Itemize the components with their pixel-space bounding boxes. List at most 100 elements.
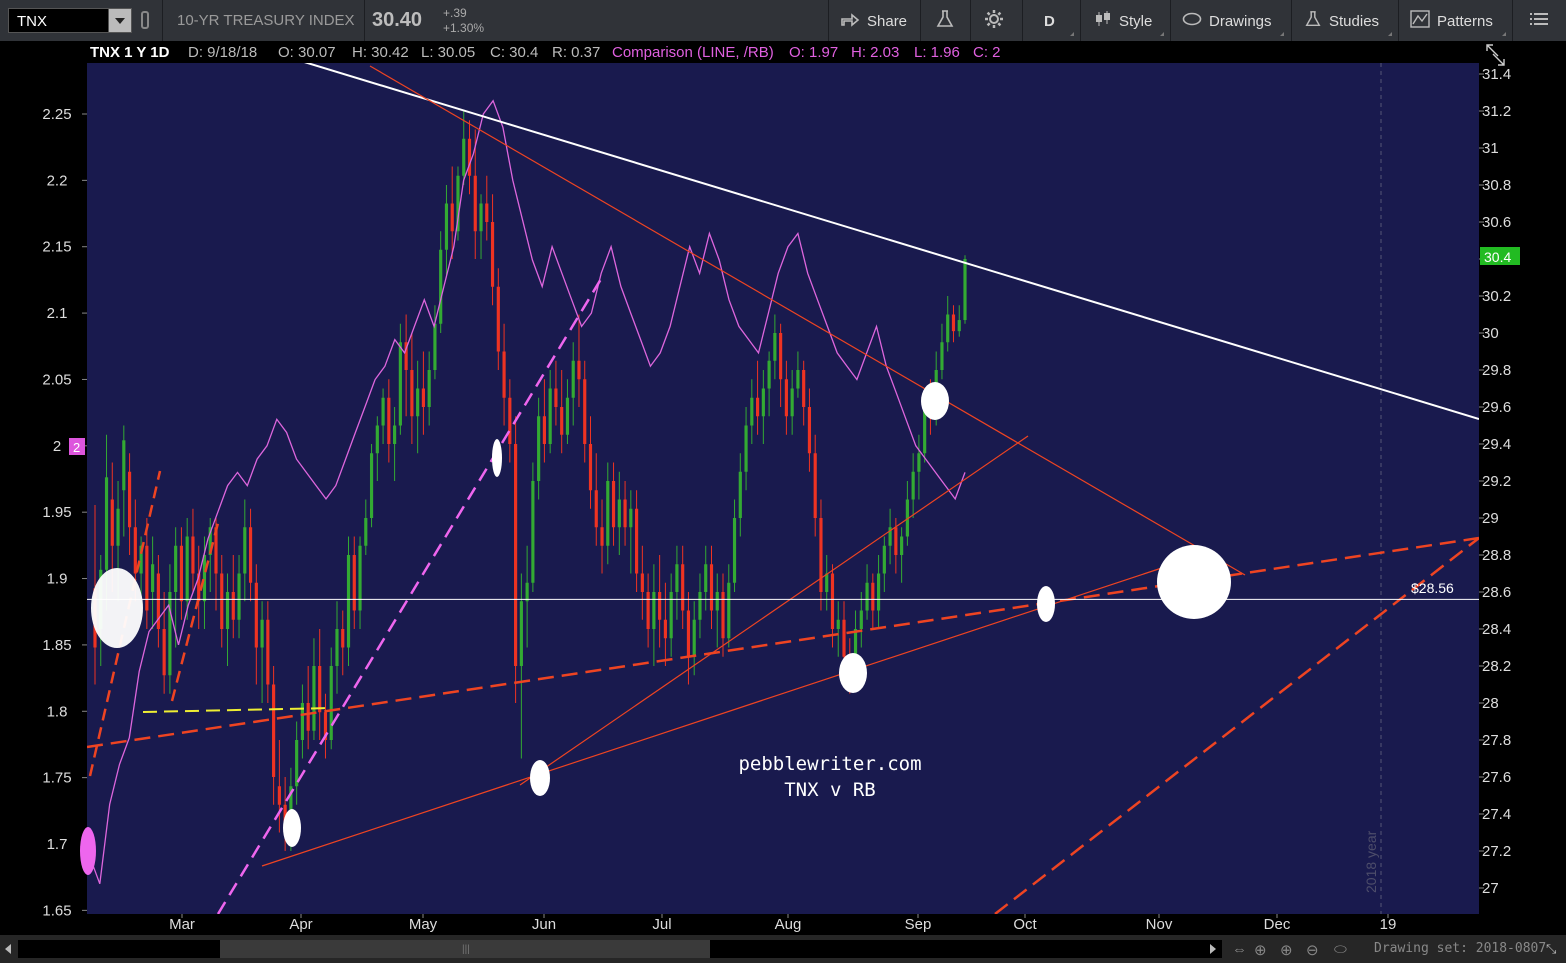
candle-body bbox=[145, 545, 149, 611]
candle-body bbox=[917, 453, 921, 472]
header-close: C: 30.4 bbox=[490, 44, 538, 61]
dashed-short-line[interactable] bbox=[170, 522, 220, 702]
scroll-left-icon[interactable] bbox=[5, 944, 11, 954]
candle-body bbox=[387, 397, 391, 444]
candle-body bbox=[704, 564, 708, 592]
patterns-icon bbox=[1410, 9, 1430, 33]
divider bbox=[970, 0, 971, 41]
candle-body bbox=[421, 388, 425, 407]
candle-body bbox=[231, 592, 235, 620]
studies-button[interactable]: Studies bbox=[1304, 10, 1379, 32]
candle-body bbox=[346, 555, 351, 648]
candle-body bbox=[957, 320, 961, 332]
highlight-ellipse[interactable] bbox=[921, 382, 949, 420]
left-axis-tick-label: 2.15 bbox=[42, 239, 71, 256]
highlight-ellipse[interactable] bbox=[1037, 586, 1055, 622]
link-icon[interactable] bbox=[141, 11, 149, 29]
pan-icon[interactable]: ⇔ bbox=[1232, 941, 1247, 958]
candle-body bbox=[289, 786, 293, 824]
settings-button[interactable] bbox=[984, 9, 1004, 32]
share-button[interactable]: Share bbox=[840, 10, 907, 32]
left-axis-tick-label: 2.2 bbox=[47, 172, 68, 189]
candle-body bbox=[755, 397, 760, 417]
dashed-rising-line[interactable] bbox=[994, 537, 1479, 914]
dashed-channel-line[interactable] bbox=[87, 536, 1479, 749]
divider bbox=[1022, 0, 1023, 41]
candle-body bbox=[646, 592, 650, 629]
highlight-ellipse[interactable] bbox=[839, 653, 867, 693]
lab-button[interactable] bbox=[935, 9, 955, 32]
patterns-button[interactable]: Patterns bbox=[1410, 9, 1493, 33]
flask-icon bbox=[1304, 10, 1322, 33]
chevron-down-icon[interactable] bbox=[108, 9, 131, 32]
collapse-icon[interactable] bbox=[1486, 44, 1505, 66]
crosshair-icon[interactable]: ⊕ bbox=[1254, 942, 1267, 959]
highlight-ellipse[interactable] bbox=[530, 760, 550, 796]
right-axis-tick-label: 27.2 bbox=[1482, 843, 1511, 860]
left-axis-tick-label: 1.8 bbox=[47, 703, 68, 720]
highlight-ellipse[interactable] bbox=[91, 568, 143, 648]
right-axis-tick-label: 29.2 bbox=[1482, 473, 1511, 490]
highlight-ellipse[interactable] bbox=[492, 439, 502, 477]
left-axis-tick-label: 2.05 bbox=[42, 371, 71, 388]
candle-body bbox=[594, 490, 598, 528]
zoom-out-icon[interactable]: ⊖ bbox=[1306, 942, 1319, 959]
zoom-in-icon[interactable]: ⊕ bbox=[1280, 942, 1293, 959]
scrollbar-grip-icon[interactable]: ||| bbox=[462, 944, 470, 955]
candle-body bbox=[681, 564, 685, 611]
ellipse-tool-icon[interactable]: ⬭ bbox=[1334, 941, 1347, 958]
drawings-label: Drawings bbox=[1209, 12, 1272, 30]
bottom-bar: ||| ⇔ ⊕ ⊕ ⊖ ⬭ Drawing set: 2018-0807 ⤡ bbox=[0, 935, 1566, 963]
aggregation-label: D bbox=[1044, 12, 1055, 30]
dashed-magenta-trendline[interactable] bbox=[216, 273, 606, 914]
menu-button[interactable] bbox=[1530, 10, 1548, 32]
candle-body bbox=[894, 527, 898, 555]
falling-trendline[interactable] bbox=[369, 65, 1246, 576]
drawing-set-label[interactable]: Drawing set: 2018-0807 bbox=[1374, 941, 1547, 956]
comparison-tag: 2 bbox=[73, 440, 80, 455]
candlestick-series bbox=[93, 111, 967, 851]
dashed-yellow-line[interactable] bbox=[142, 707, 333, 713]
candle-body bbox=[802, 370, 806, 407]
candle-body bbox=[738, 471, 742, 518]
last-price: 30.40 bbox=[372, 9, 423, 31]
candle-body bbox=[254, 582, 258, 648]
candle-body bbox=[611, 481, 616, 528]
candle-body bbox=[416, 388, 420, 417]
candle-body bbox=[174, 545, 178, 592]
plot-area[interactable] bbox=[87, 63, 1479, 914]
style-button[interactable]: Style bbox=[1094, 10, 1152, 32]
rising-trendline[interactable] bbox=[519, 435, 1029, 786]
price-chart[interactable]: TNX 1 Y 1D D: 9/18/18 O: 30.07 H: 30.42 … bbox=[0, 41, 1566, 935]
scrollbar-thumb[interactable] bbox=[220, 940, 710, 958]
divider bbox=[920, 0, 921, 41]
candle-body bbox=[859, 610, 863, 629]
highlight-ellipse[interactable] bbox=[283, 809, 301, 847]
highlight-ellipse[interactable] bbox=[1157, 545, 1231, 619]
resistance-trendline[interactable] bbox=[87, 41, 1479, 420]
resize-icon[interactable]: ⤡ bbox=[1546, 941, 1557, 956]
style-label: Style bbox=[1119, 12, 1153, 30]
left-axis-tick-label: 1.65 bbox=[42, 902, 71, 919]
candle-body bbox=[243, 527, 247, 574]
divider bbox=[162, 0, 163, 41]
comparison-low: L: 1.96 bbox=[914, 44, 960, 61]
comparison-label[interactable]: Comparison (LINE, /RB) bbox=[612, 44, 774, 61]
right-axis-tick-label: 29.6 bbox=[1482, 399, 1511, 416]
candle-body bbox=[813, 453, 817, 518]
time-axis: Mar Apr May Jun Jul Aug Sep Oct Nov Dec 19 bbox=[169, 914, 1396, 933]
candle-body bbox=[456, 175, 460, 232]
right-axis-tick-label: 30.6 bbox=[1482, 214, 1511, 231]
share-label: Share bbox=[867, 12, 908, 30]
symbol-selector[interactable]: TNX bbox=[8, 8, 132, 33]
top-toolbar: TNX 10-YR TREASURY INDEX 30.40 +.39 +1.3… bbox=[0, 0, 1566, 42]
highlight-ellipses[interactable] bbox=[91, 382, 1231, 847]
candle-body bbox=[381, 397, 385, 426]
scroll-right-icon[interactable] bbox=[1210, 944, 1216, 954]
corner-icon bbox=[1388, 32, 1392, 36]
drawings-button[interactable]: Drawings bbox=[1182, 10, 1272, 32]
last-price-tag: 30.4 bbox=[1484, 249, 1511, 265]
header-date: D: 9/18/18 bbox=[188, 44, 257, 61]
aggregation-button[interactable]: D bbox=[1044, 10, 1055, 32]
candle-body bbox=[600, 527, 604, 546]
